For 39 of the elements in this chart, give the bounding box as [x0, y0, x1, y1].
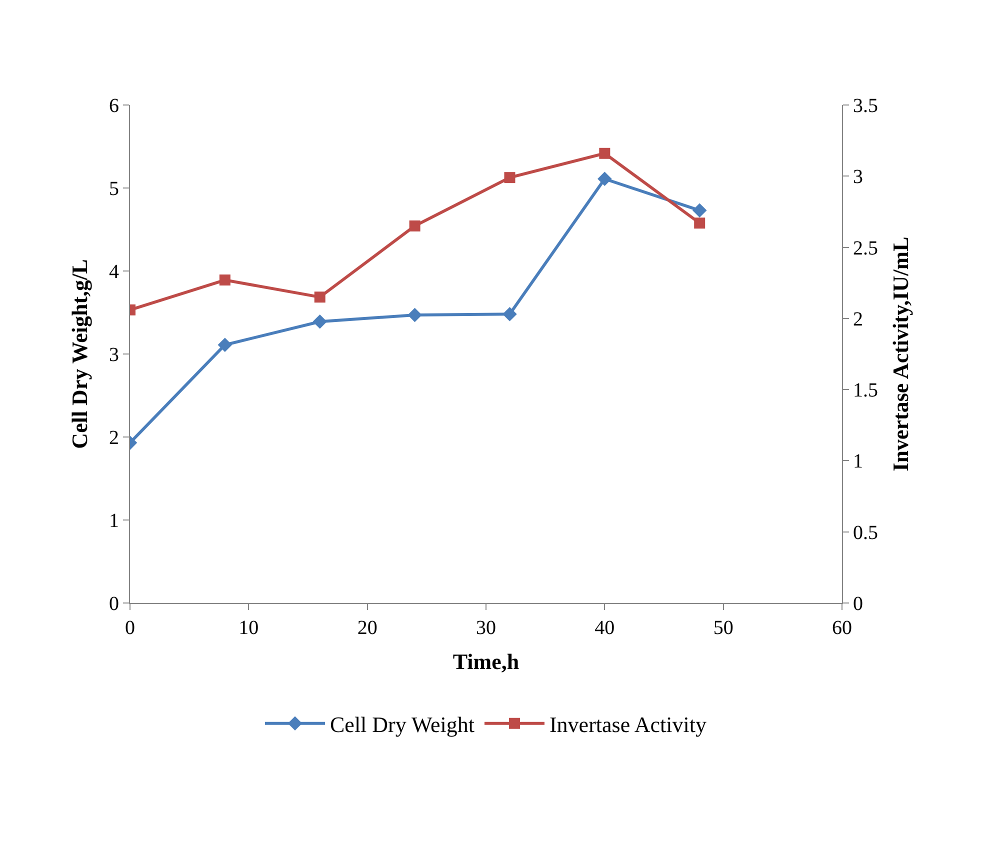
x-tick-label: 60	[832, 617, 852, 639]
point	[312, 314, 328, 329]
y2-tick-label: 2.5	[853, 237, 878, 260]
y2-tick-label: 2	[853, 308, 863, 330]
y2-tick-label: 3.5	[853, 95, 878, 117]
point	[218, 338, 232, 352]
point	[599, 148, 610, 159]
y2-tick-label: 0	[853, 593, 863, 615]
x-tick-label: 10	[238, 617, 259, 639]
point	[314, 292, 326, 303]
y-tick-label: 0	[109, 593, 119, 615]
point	[502, 307, 517, 322]
point	[409, 220, 420, 232]
point	[408, 308, 422, 322]
x-tick-label: 30	[476, 617, 496, 639]
x-tick-label: 0	[125, 617, 135, 639]
legend-label: Cell Dry Weight	[330, 712, 474, 737]
x-tick-label: 40	[594, 617, 615, 639]
y-tick-label: 5	[109, 178, 119, 200]
point	[692, 203, 707, 218]
x-axis-title: Time,h	[452, 648, 520, 674]
y-tick-label: 6	[109, 95, 119, 117]
y2-tick-label: 3	[853, 166, 863, 188]
point	[694, 218, 706, 229]
y-tick-label: 1	[109, 510, 119, 532]
point	[504, 172, 516, 184]
point	[219, 274, 230, 286]
y2-tick-label: 1	[853, 450, 863, 473]
y-axis-title: Cell Dry Weight,g/L	[66, 259, 92, 449]
x-tick-label: 50	[713, 617, 734, 639]
legend-label: Invertase Activity	[549, 712, 706, 737]
y-tick-label: 3	[109, 344, 119, 366]
point	[598, 172, 612, 186]
y-tick-label: 4	[109, 261, 119, 283]
y2-axis-title: Invertase Activity,IU/mL	[888, 236, 913, 472]
y-tick-label: 2	[109, 427, 119, 449]
y2-tick-label: 1.5	[853, 380, 878, 402]
y2-tick-label: 0.5	[853, 522, 878, 544]
x-tick-label: 20	[357, 617, 378, 639]
